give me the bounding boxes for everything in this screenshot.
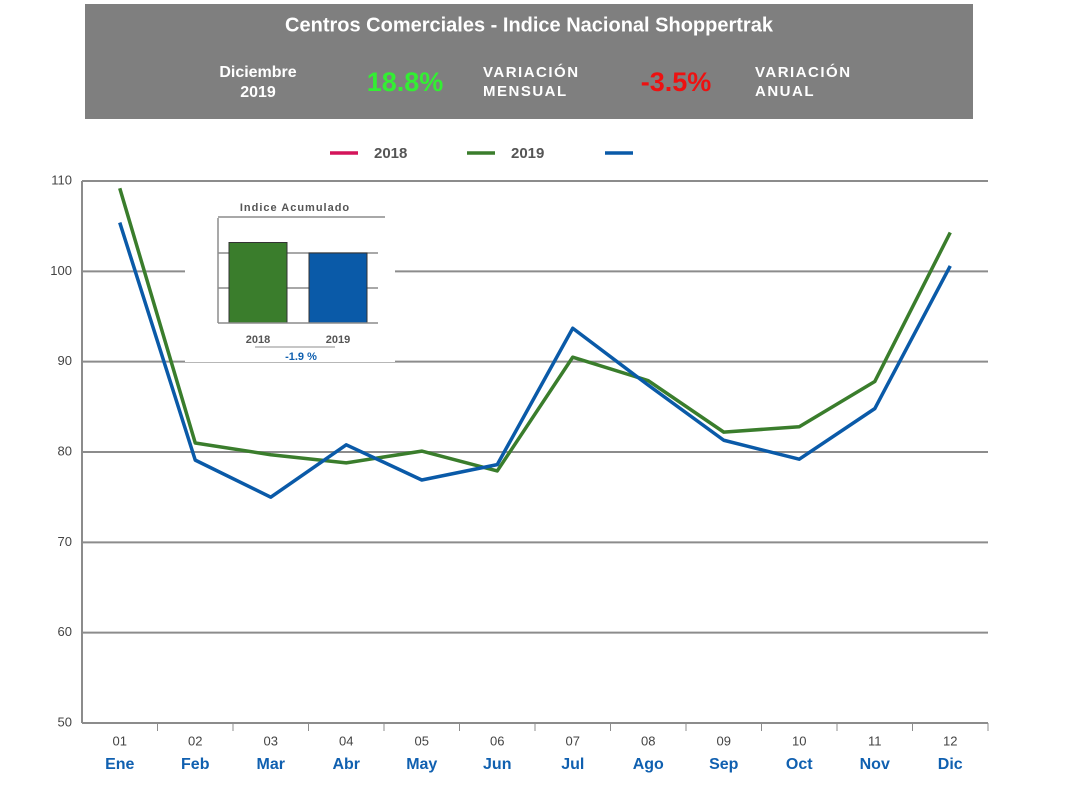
month-label: Jul bbox=[561, 756, 584, 773]
x-tick-label: 11 bbox=[868, 733, 882, 748]
period: Diciembre bbox=[219, 64, 296, 81]
month-label: Mar bbox=[257, 756, 285, 773]
x-tick-label: 06 bbox=[490, 733, 504, 748]
inset-annotation: -1.9 % bbox=[285, 351, 317, 363]
x-tick-label: 12 bbox=[943, 733, 957, 748]
y-tick-label: 60 bbox=[58, 624, 72, 639]
y-tick-label: 110 bbox=[51, 172, 72, 187]
monthly-label: VARIACIÓN bbox=[483, 63, 580, 81]
inset-title: Indice Acumulado bbox=[240, 202, 350, 214]
annual-label: VARIACIÓN bbox=[755, 63, 852, 81]
month-label: Oct bbox=[786, 756, 813, 773]
y-tick-label: 90 bbox=[58, 353, 72, 368]
inset-bar bbox=[308, 252, 368, 324]
month-label: Jun bbox=[483, 756, 511, 773]
header-box bbox=[85, 4, 973, 119]
annual-label: ANUAL bbox=[755, 83, 815, 100]
main-chart: 50 60 70 80 90 100 110 01 Ene 02 Feb 03 Mar 04 Abr 05 Ma… bbox=[50, 145, 989, 773]
legend-label: 2019 bbox=[511, 145, 544, 162]
x-tick-label: 02 bbox=[188, 733, 202, 748]
annual-change: -3.5% bbox=[641, 67, 712, 97]
month-label: Nov bbox=[860, 756, 890, 773]
x-tick-label: 04 bbox=[339, 733, 353, 748]
inset-bar bbox=[228, 242, 288, 324]
x-tick-label: 01 bbox=[113, 733, 127, 748]
x-tick-label: 07 bbox=[566, 733, 580, 748]
monthly-change: 18.8% bbox=[367, 67, 444, 97]
series-line bbox=[118, 187, 952, 473]
month-label: Sep bbox=[709, 756, 739, 773]
month-label: May bbox=[406, 756, 437, 773]
x-tick-label: 05 bbox=[415, 733, 429, 748]
x-tick-label: 09 bbox=[717, 733, 731, 748]
y-tick-label: 100 bbox=[50, 263, 72, 278]
month-label: Dic bbox=[938, 756, 963, 773]
y-tick-label: 80 bbox=[58, 443, 72, 458]
y-tick-label: 70 bbox=[58, 534, 72, 549]
inset-x-label: 2018 bbox=[246, 334, 270, 346]
y-tick-label: 50 bbox=[58, 714, 72, 729]
series-line bbox=[118, 222, 952, 499]
monthly-label: MENSUAL bbox=[483, 83, 568, 100]
title: Centros Comerciales - Indice Nacional Sh… bbox=[285, 14, 774, 36]
month-label: Ago bbox=[633, 756, 664, 773]
month-label: Abr bbox=[332, 756, 360, 773]
inset-x-label: 2019 bbox=[326, 334, 350, 346]
period: 2019 bbox=[240, 84, 276, 101]
inset-chart: Indice Acumulado 2018 2019 -1.9 % bbox=[185, 190, 395, 363]
x-tick-label: 03 bbox=[264, 733, 278, 748]
month-label: Ene bbox=[105, 756, 134, 773]
x-tick-label: 08 bbox=[641, 733, 655, 748]
month-label: Feb bbox=[181, 756, 210, 773]
x-tick-label: 10 bbox=[792, 733, 806, 748]
legend-label: 2018 bbox=[374, 145, 407, 162]
